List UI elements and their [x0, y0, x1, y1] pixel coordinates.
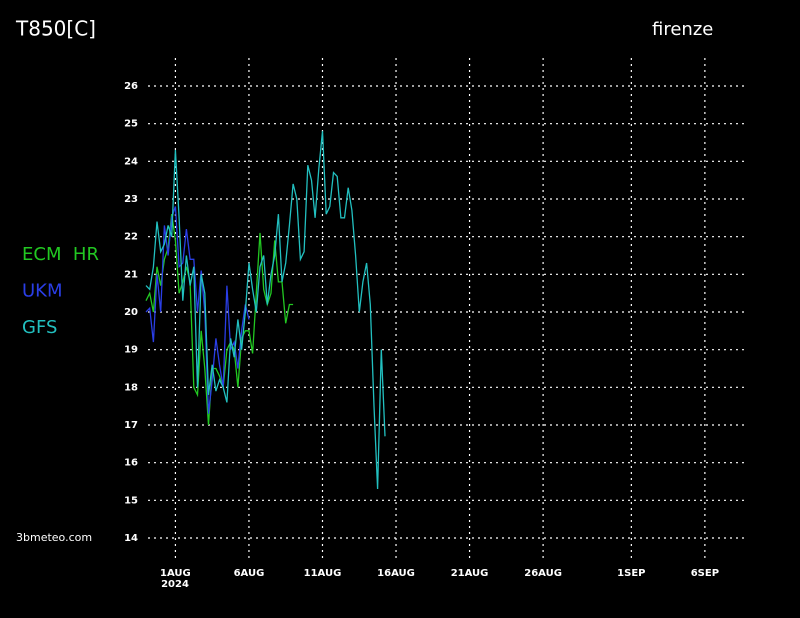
y-tick-label: 26	[124, 81, 138, 92]
x-tick-label: 21AUG	[451, 568, 489, 579]
x-tick-label: 16AUG	[377, 568, 415, 579]
y-tick-label: 16	[124, 458, 138, 469]
source: 3bmeteo.com	[16, 531, 92, 544]
y-tick-label: 19	[124, 345, 138, 356]
chart-title: T850[C]	[15, 17, 96, 41]
legend-entry: ECM HR	[22, 244, 99, 265]
y-tick-label: 14	[124, 533, 138, 544]
y-tick-label: 17	[124, 420, 138, 431]
legend-entry: GFS	[22, 317, 57, 338]
series-line	[145, 131, 386, 490]
y-tick-label: 25	[124, 119, 138, 130]
x-tick-label: 11AUG	[304, 568, 342, 579]
y-tick-label: 18	[124, 382, 138, 393]
year-label: 2024	[161, 579, 189, 590]
x-tick-label: 1AUG	[160, 568, 191, 579]
y-tick-label: 20	[124, 307, 138, 318]
x-tick-label: 6SEP	[691, 568, 719, 579]
y-tick-label: 24	[124, 156, 138, 167]
y-tick-label: 23	[124, 194, 138, 205]
legend-entry: UKM	[22, 281, 63, 302]
x-tick-label: 26AUG	[524, 568, 562, 579]
location: firenze	[652, 19, 713, 40]
x-tick-label: 6AUG	[234, 568, 265, 579]
x-tick-label: 1SEP	[617, 568, 645, 579]
y-tick-label: 15	[124, 495, 138, 506]
y-tick-label: 21	[124, 269, 138, 280]
y-tick-label: 22	[124, 232, 138, 243]
